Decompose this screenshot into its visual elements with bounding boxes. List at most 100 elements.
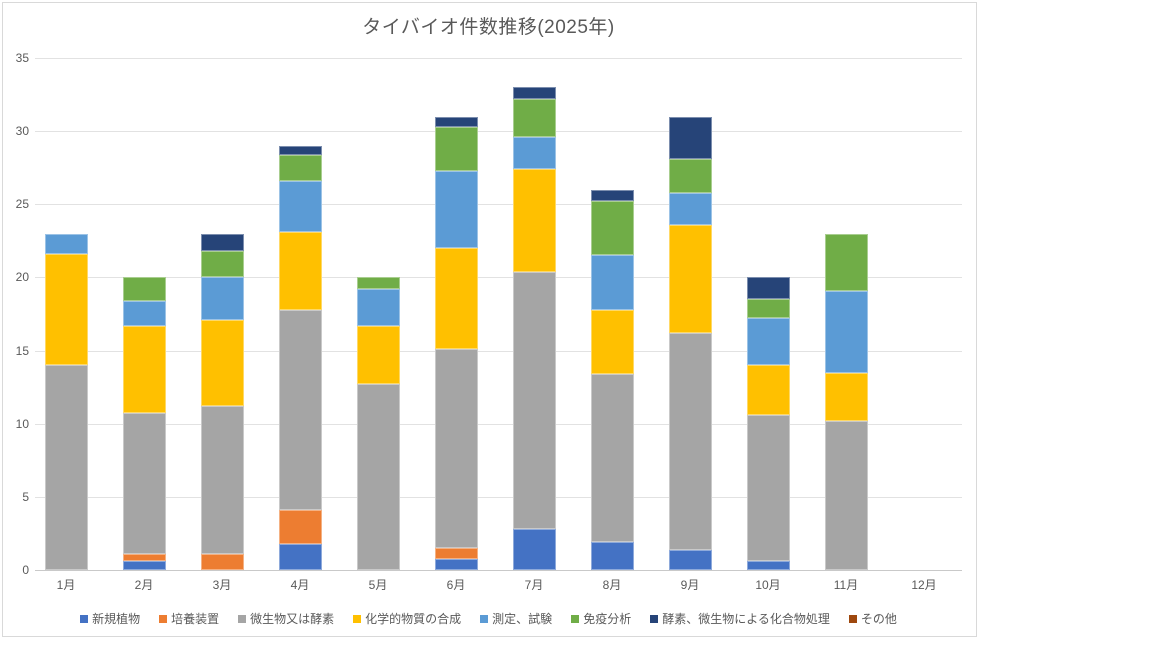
x-axis-label-1: 1月 (56, 578, 76, 592)
bar-segment-6月-new-plants[interactable] (434, 559, 478, 570)
bar-segment-1月-chemical-synthesis[interactable] (44, 254, 88, 366)
y-axis-label-35: 35 (15, 51, 29, 65)
bar-segment-9月-enzyme-compound-processing[interactable] (668, 116, 712, 159)
bar-segment-5月-chemical-synthesis[interactable] (356, 325, 400, 385)
y-axis-label-0: 0 (22, 563, 29, 577)
bar-segment-7月-immunoassay[interactable] (512, 98, 556, 137)
bar-segment-6月-culture-equipment[interactable] (434, 548, 478, 560)
bar-segment-1月-microorganisms-or-enzymes[interactable] (44, 365, 88, 570)
bar-segment-6月-chemical-synthesis[interactable] (434, 248, 478, 350)
legend-item-culture-equipment[interactable]: 培養装置 (159, 610, 219, 627)
bar-segment-4月-chemical-synthesis[interactable] (278, 232, 322, 310)
legend-label-new-plants: 新規植物 (92, 612, 141, 626)
bar-segment-8月-immunoassay[interactable] (590, 201, 634, 256)
bar-segment-9月-new-plants[interactable] (668, 549, 712, 570)
gridline-10 (35, 423, 962, 425)
bar-segment-8月-new-plants[interactable] (590, 542, 634, 570)
bar-segment-7月-enzyme-compound-processing[interactable] (512, 87, 556, 99)
bar-segment-2月-measurement-testing[interactable] (122, 300, 166, 326)
bar-segment-10月-enzyme-compound-processing[interactable] (746, 277, 790, 300)
bar-segment-3月-microorganisms-or-enzymes[interactable] (200, 406, 244, 554)
bar-segment-8月-enzyme-compound-processing[interactable] (590, 189, 634, 202)
bar-segment-6月-immunoassay[interactable] (434, 126, 478, 171)
bar-segment-8月-chemical-synthesis[interactable] (590, 309, 634, 374)
gridline-30 (35, 131, 962, 133)
x-axis-label-4: 4月 (290, 578, 310, 592)
x-axis-line (35, 570, 962, 571)
y-axis-label-20: 20 (15, 270, 29, 285)
legend: 新規植物 培養装置 微生物又は酵素 化学的物質の合成 測定、試験 免疫分析 酵素、微生物によ… (2, 610, 975, 627)
bar-segment-9月-chemical-synthesis[interactable] (668, 224, 712, 334)
bar-segment-10月-immunoassay[interactable] (746, 299, 790, 319)
bar-segment-4月-measurement-testing[interactable] (278, 180, 322, 233)
legend-item-immunoassay[interactable]: 免疫分析 (571, 610, 631, 627)
bar-segment-3月-enzyme-compound-processing[interactable] (200, 233, 244, 252)
bar-segment-7月-microorganisms-or-enzymes[interactable] (512, 271, 556, 530)
bar-segment-5月-microorganisms-or-enzymes[interactable] (356, 384, 400, 570)
bar-segment-7月-measurement-testing[interactable] (512, 136, 556, 170)
bar-segment-2月-new-plants[interactable] (122, 561, 166, 570)
legend-item-chemical-synthesis[interactable]: 化学的物質の合成 (353, 610, 461, 627)
gridline-5 (35, 496, 962, 498)
bar-segment-3月-immunoassay[interactable] (200, 251, 244, 278)
bar-segment-4月-culture-equipment[interactable] (278, 510, 322, 544)
bar-segment-9月-measurement-testing[interactable] (668, 192, 712, 225)
bar-segment-11月-measurement-testing[interactable] (824, 290, 868, 373)
bar-segment-4月-new-plants[interactable] (278, 543, 322, 570)
gridline-20 (35, 277, 962, 279)
bar-segment-8月-microorganisms-or-enzymes[interactable] (590, 373, 634, 543)
bar-segment-11月-microorganisms-or-enzymes[interactable] (824, 420, 868, 570)
y-axis-label-10: 10 (15, 416, 29, 431)
bar-segment-5月-immunoassay[interactable] (356, 277, 400, 290)
x-axis-label-11: 11月 (833, 578, 859, 592)
bar-segment-10月-measurement-testing[interactable] (746, 318, 790, 366)
bar-segment-9月-microorganisms-or-enzymes[interactable] (668, 333, 712, 550)
bar-segment-4月-immunoassay[interactable] (278, 154, 322, 181)
bar-segment-3月-chemical-synthesis[interactable] (200, 319, 244, 407)
gridline-35 (35, 58, 962, 59)
legend-marker-chemical-synthesis-icon (353, 614, 362, 623)
legend-label-enzyme-compound-processing: 酵素、微生物による化合物処理 (662, 612, 830, 626)
legend-marker-microorganisms-or-enzymes-icon (238, 614, 247, 623)
y-axis-label-25: 25 (15, 197, 29, 212)
legend-label-chemical-synthesis: 化学的物質の合成 (365, 612, 462, 626)
bar-segment-2月-immunoassay[interactable] (122, 277, 166, 301)
bar-segment-2月-microorganisms-or-enzymes[interactable] (122, 413, 166, 554)
bar-segment-7月-new-plants[interactable] (512, 529, 556, 570)
legend-marker-culture-equipment-icon (159, 614, 168, 623)
bar-segment-8月-measurement-testing[interactable] (590, 255, 634, 310)
y-axis-label-5: 5 (22, 489, 29, 504)
bar-segment-5月-measurement-testing[interactable] (356, 289, 400, 326)
x-axis-label-6: 6月 (446, 578, 466, 592)
legend-marker-other-icon (848, 614, 857, 623)
bar-segment-4月-microorganisms-or-enzymes[interactable] (278, 309, 322, 511)
bar-segment-11月-immunoassay[interactable] (824, 233, 868, 291)
bar-segment-3月-culture-equipment[interactable] (200, 553, 244, 570)
legend-item-new-plants[interactable]: 新規植物 (80, 610, 140, 627)
bar-segment-2月-chemical-synthesis[interactable] (122, 325, 166, 414)
bar-segment-10月-new-plants[interactable] (746, 561, 790, 570)
bar-segment-4月-enzyme-compound-processing[interactable] (278, 145, 322, 155)
x-axis-label-2: 2月 (134, 578, 154, 592)
bar-segment-10月-microorganisms-or-enzymes[interactable] (746, 414, 790, 562)
x-axis-label-3: 3月 (212, 578, 232, 592)
bar-segment-6月-measurement-testing[interactable] (434, 170, 478, 249)
bar-segment-10月-chemical-synthesis[interactable] (746, 365, 790, 415)
x-axis-label-7: 7月 (524, 578, 544, 592)
bar-segment-2月-culture-equipment[interactable] (122, 553, 166, 562)
legend-item-other[interactable]: その他 (848, 610, 897, 627)
bar-segment-6月-enzyme-compound-processing[interactable] (434, 116, 478, 127)
bar-segment-7月-chemical-synthesis[interactable] (512, 169, 556, 272)
bar-segment-9月-immunoassay[interactable] (668, 158, 712, 193)
legend-label-microorganisms-or-enzymes: 微生物又は酵素 (250, 612, 335, 626)
legend-marker-new-plants-icon (80, 614, 89, 623)
legend-item-enzyme-compound-processing[interactable]: 酵素、微生物による化合物処理 (650, 610, 830, 627)
legend-item-measurement-testing[interactable]: 測定、試験 (480, 610, 552, 627)
legend-item-microorganisms-or-enzymes[interactable]: 微生物又は酵素 (238, 610, 334, 627)
bar-segment-1月-measurement-testing[interactable] (44, 233, 88, 254)
bar-segment-3月-measurement-testing[interactable] (200, 277, 244, 320)
bar-segment-11月-chemical-synthesis[interactable] (824, 372, 868, 421)
legend-marker-immunoassay-icon (571, 614, 580, 623)
legend-marker-enzyme-compound-processing-icon (650, 614, 659, 623)
bar-segment-6月-microorganisms-or-enzymes[interactable] (434, 349, 478, 549)
